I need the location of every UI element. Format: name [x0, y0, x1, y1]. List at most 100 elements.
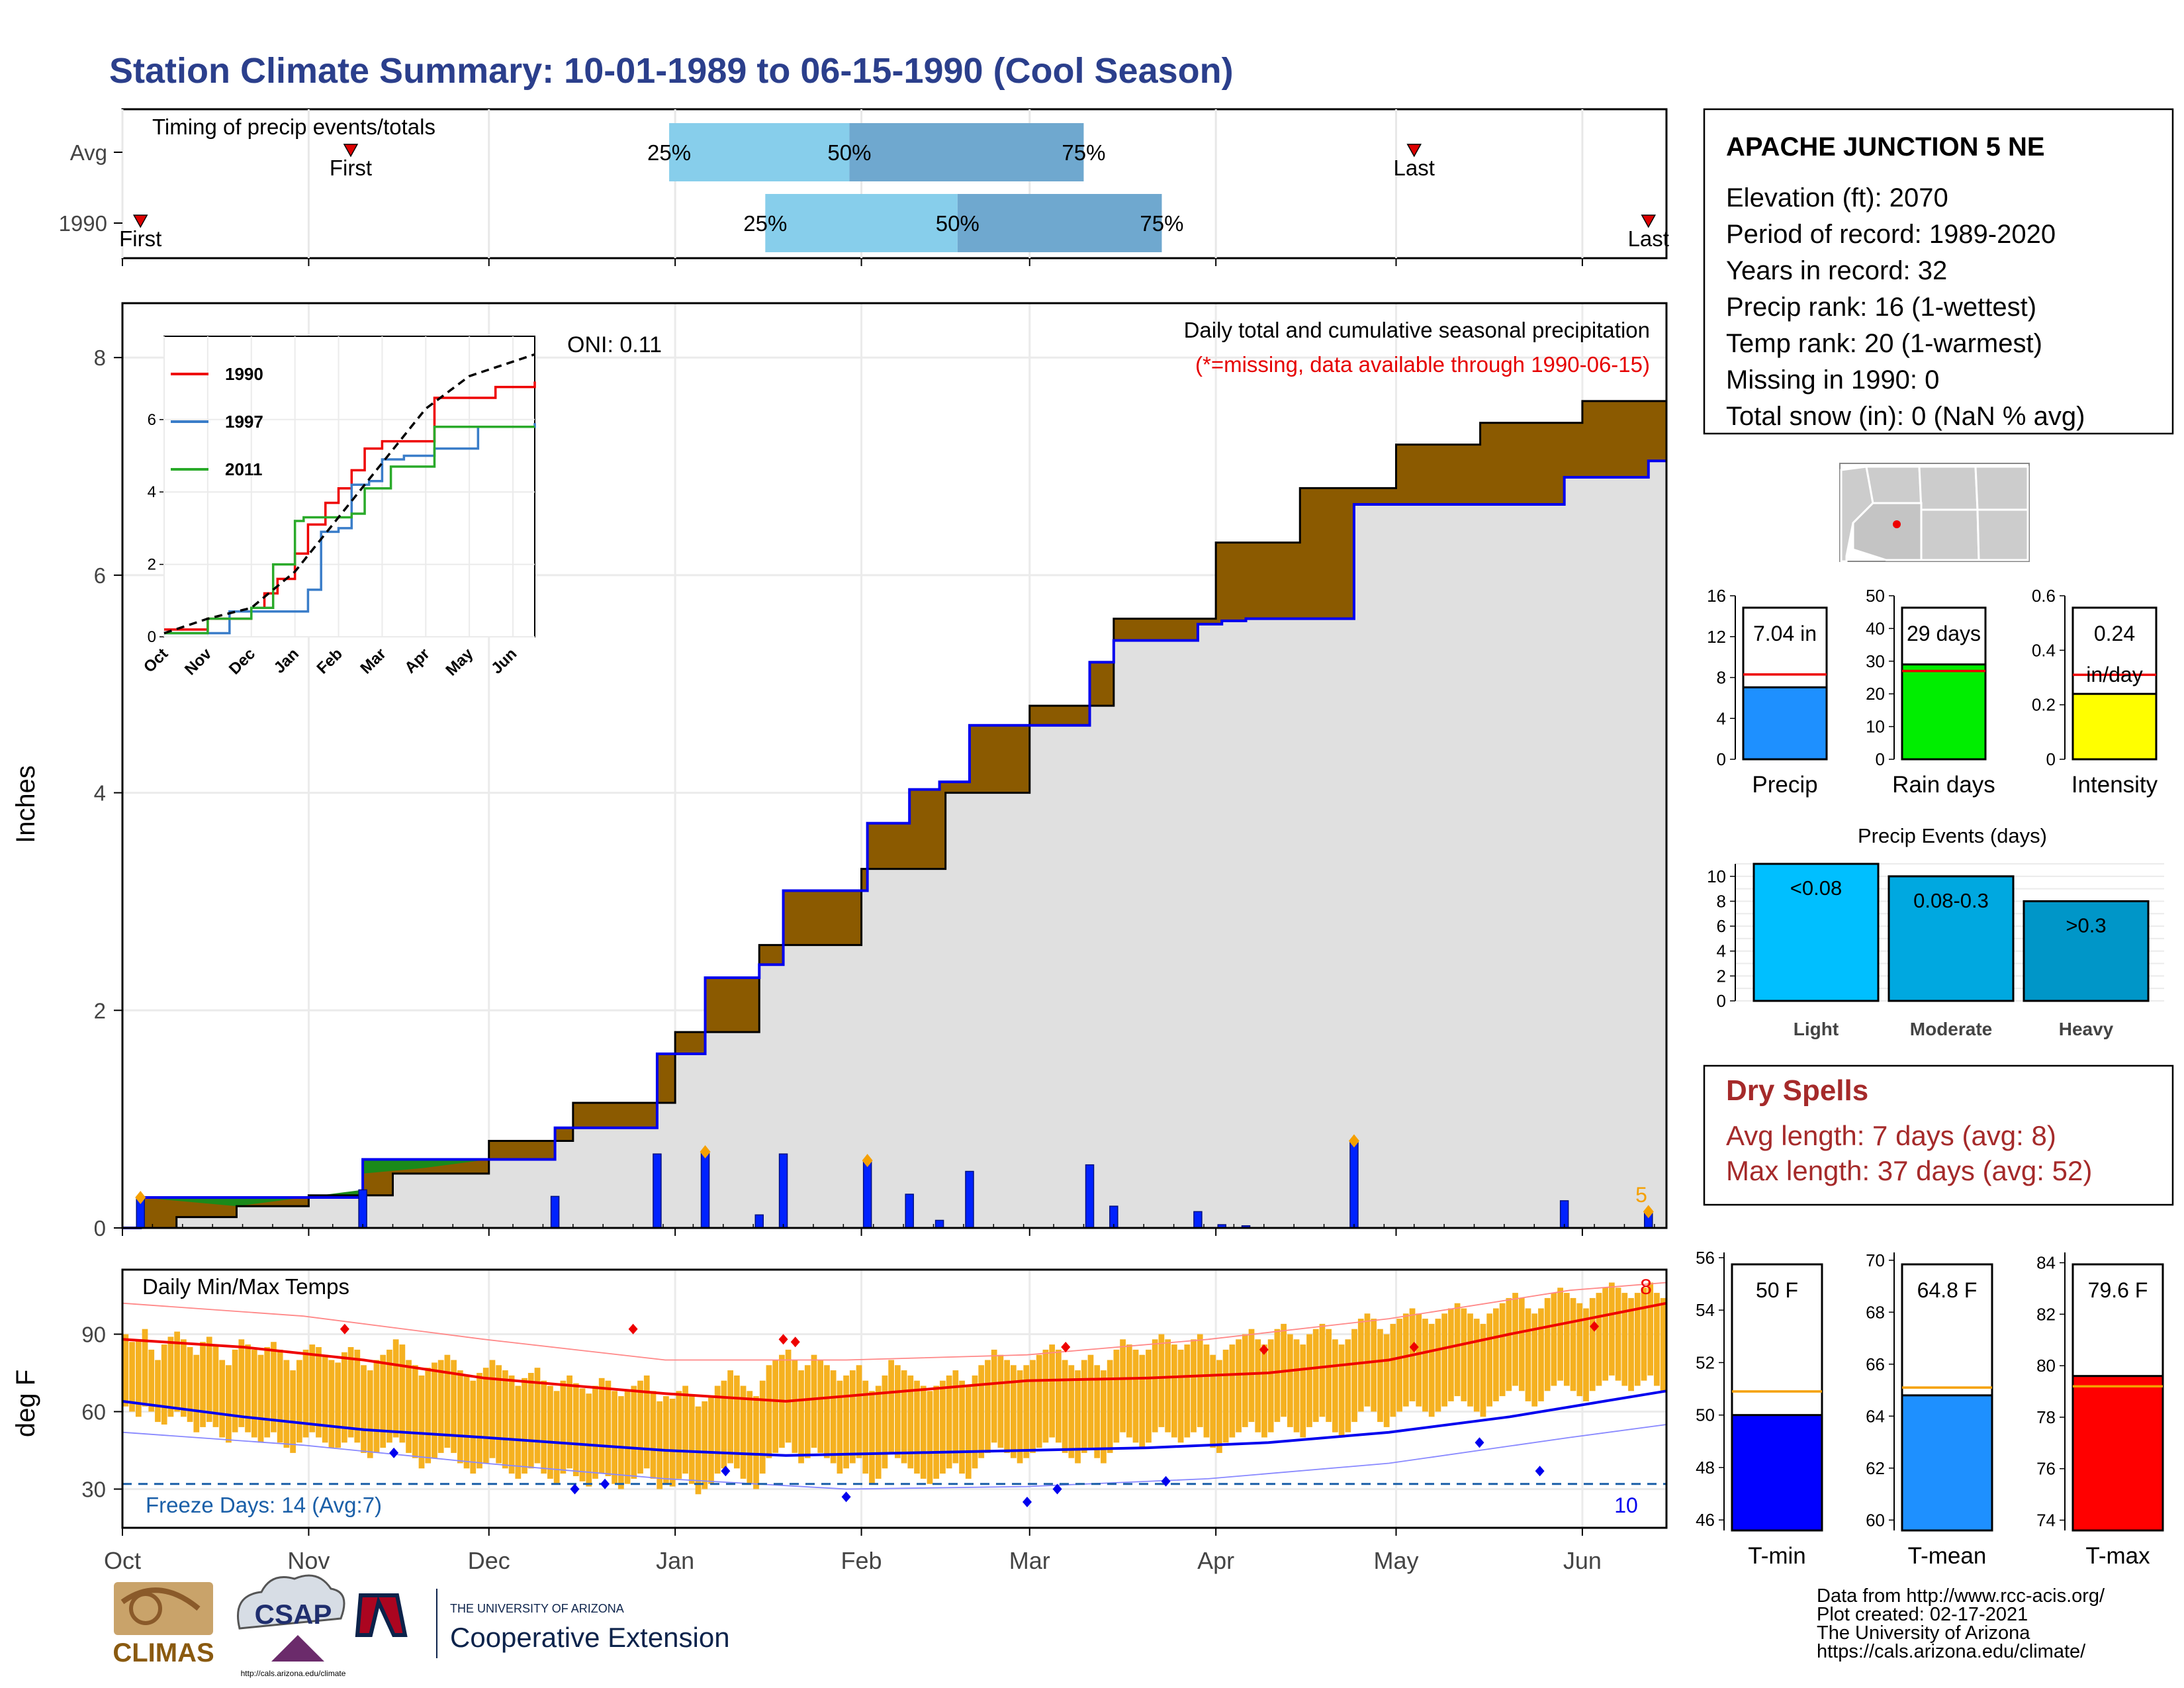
daily-temp-range-bar: [1177, 1349, 1184, 1443]
daily-temp-range-bar: [663, 1396, 669, 1484]
cumulative-y-tick-label: 6: [94, 563, 106, 588]
footer-line: The University of Arizona: [1817, 1622, 2030, 1644]
station-line: Period of record: 1989-2020: [1726, 220, 2056, 249]
daily-temp-range-bar: [1248, 1329, 1255, 1423]
timing-row-label: Avg: [70, 140, 107, 165]
daily-temp-range-bar: [257, 1354, 264, 1443]
dry-spells-box: Dry Spells Avg length: 7 days (avg: 8) M…: [1703, 1064, 2174, 1206]
precip-stat-category-label: Rain days: [1892, 772, 1995, 798]
daily-temp-range-bar: [862, 1380, 869, 1474]
daily-temp-range-bar: [1056, 1349, 1062, 1443]
station-name: APACHE JUNCTION 5 NE: [1726, 132, 2045, 162]
daily-temp-range-bar: [1538, 1308, 1544, 1401]
inset-y-tick-label: 2: [148, 556, 156, 574]
daily-temp-range-bar: [290, 1370, 296, 1453]
daily-temp-range-bar: [238, 1339, 245, 1427]
daily-temp-range-bar: [1454, 1303, 1461, 1397]
x-tick-label: Oct: [104, 1547, 141, 1574]
temp-stat-value-label: 64.8 F: [1917, 1278, 1978, 1302]
daily-temp-range-bar: [470, 1380, 477, 1474]
station-line: Total snow (in): 0 (NaN % avg): [1726, 402, 2085, 431]
daily-temp-range-bar: [1512, 1293, 1518, 1386]
daily-temp-range-bar: [502, 1370, 508, 1469]
daily-temp-range-bar: [251, 1349, 257, 1438]
daily-temp-range-bar: [669, 1399, 676, 1487]
temp-stat-y-tick-label: 78: [2036, 1407, 2056, 1427]
daily-temp-range-bar: [1319, 1323, 1326, 1417]
timing-bar-25-50: [669, 123, 850, 181]
daily-temp-range-bar: [811, 1354, 817, 1448]
footer-line: Data from http://www.rcc-acis.org/: [1817, 1585, 2105, 1607]
daily-temp-range-bar: [1152, 1339, 1158, 1432]
daily-temp-range-bar: [837, 1380, 843, 1474]
daily-temp-range-bar: [598, 1378, 605, 1474]
daily-temp-range-bar: [1435, 1319, 1441, 1412]
daily-temp-range-bar: [1236, 1339, 1242, 1432]
daily-temp-range-bar: [1499, 1303, 1506, 1397]
temp-stat-y-tick-label: 84: [2036, 1253, 2056, 1273]
daily-temp-range-bar: [592, 1385, 598, 1479]
inset-legend-label: 2011: [225, 459, 262, 479]
events-category-label: Light: [1794, 1019, 1839, 1039]
daily-temp-range-bar: [637, 1380, 643, 1474]
daily-temp-range-bar: [579, 1388, 586, 1481]
daily-temp-range-bar: [1596, 1293, 1602, 1386]
daily-temp-range-bar: [927, 1391, 933, 1484]
record-max-marker: [1259, 1344, 1269, 1355]
daily-temp-range-bar: [1126, 1344, 1132, 1438]
temp-stat-bar: [2071, 1375, 2164, 1532]
record-max-line: [122, 1282, 1667, 1361]
daily-temp-range-bar: [1551, 1293, 1557, 1386]
precip-stats-panels: 0 4 8 12 16 7.04 in Precip 0 10 20 30 40 50 29 days Ra…: [1707, 586, 2158, 798]
x-tick-label: Jan: [656, 1547, 694, 1574]
events-y-tick-label: 4: [1717, 941, 1726, 961]
daily-temp-range-bar: [721, 1380, 727, 1469]
daily-temp-range-bar: [740, 1385, 747, 1479]
climas-logo-text: CLIMAS: [113, 1638, 214, 1667]
daily-temp-range-bar: [1023, 1365, 1030, 1458]
observed-cumulative-line: [122, 459, 1666, 1229]
daily-temp-range-bar: [895, 1365, 901, 1458]
avg-min-line: [122, 1389, 1667, 1457]
daily-temp-range-bar: [1146, 1349, 1152, 1443]
temp-stat-y-tick-label: 66: [1866, 1354, 1885, 1374]
daily-temp-range-bar: [1094, 1365, 1101, 1458]
precip-stat-y-tick-label: 0: [2046, 749, 2056, 769]
daily-precip-bar: [754, 1214, 764, 1229]
precip-stat-y-tick-label: 40: [1866, 618, 1885, 638]
daily-temp-range-bar: [824, 1365, 830, 1458]
events-y-tick-label: 0: [1717, 991, 1726, 1011]
missing-data-marker: [862, 1154, 873, 1168]
daily-temp-range-bar: [1377, 1329, 1383, 1423]
daily-temp-range-bar: [650, 1391, 657, 1479]
daily-temp-range-bar: [399, 1344, 406, 1443]
events-bar-label: >0.3: [2066, 914, 2106, 937]
daily-temp-range-bar: [1306, 1334, 1312, 1427]
precip-stat-bar: [2071, 692, 2158, 761]
daily-temp-range-bar: [875, 1385, 882, 1479]
daily-temp-range-bar: [997, 1354, 1004, 1448]
x-tick-label: Dec: [468, 1547, 510, 1574]
temp-stat-y-tick-label: 76: [2036, 1459, 2056, 1479]
daily-temp-range-bar: [1132, 1349, 1139, 1443]
daily-temp-range-bar: [753, 1396, 759, 1489]
daily-temp-range-bar: [1602, 1288, 1609, 1381]
daily-temp-range-bar: [232, 1349, 238, 1432]
daily-temp-range-bar: [1609, 1282, 1615, 1376]
timing-p50-label: 50%: [827, 140, 871, 165]
daily-temp-range-bar: [817, 1360, 824, 1453]
temp-stat-y-tick-label: 70: [1866, 1250, 1885, 1270]
events-y-tick-label: 6: [1717, 916, 1726, 936]
cumulative-frame: [121, 302, 1668, 1229]
record-max-marker: [1590, 1321, 1600, 1332]
daily-temp-range-bar: [161, 1344, 167, 1425]
daily-temp-range-bar: [830, 1370, 837, 1464]
daily-temp-range-bar: [1493, 1308, 1499, 1401]
timing-last-label: Last: [1628, 226, 1669, 251]
daily-temp-range-bar: [1036, 1354, 1042, 1448]
missing-data-marker: [700, 1145, 711, 1158]
daily-temp-range-bar: [1402, 1313, 1409, 1407]
record-min-marker: [1535, 1466, 1545, 1477]
temp-stat-y-tick-label: 62: [1866, 1458, 1885, 1478]
daily-temp-range-bar: [547, 1385, 553, 1479]
